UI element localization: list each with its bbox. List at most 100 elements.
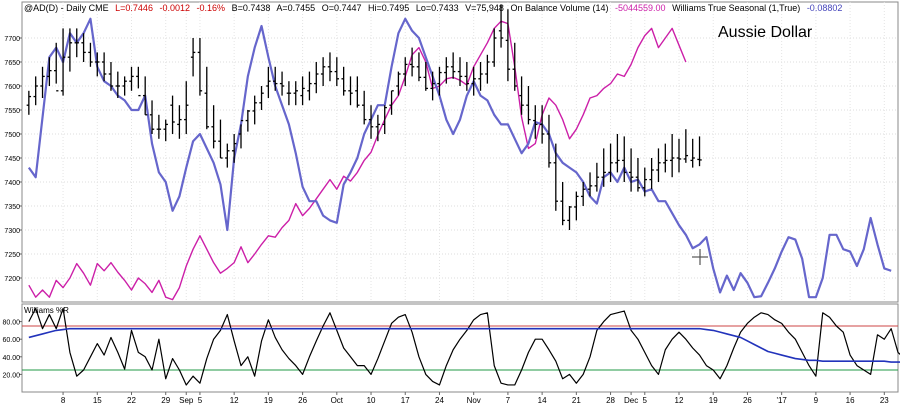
ohlc-bar	[259, 86, 264, 110]
ohlc-bar	[546, 114, 552, 168]
ohlc-bar	[33, 76, 38, 106]
ohlc-bar	[615, 134, 620, 173]
header-ask: A=0.7455	[276, 3, 315, 13]
ohlc-bar	[26, 90, 32, 115]
crosshair-cursor-icon	[692, 249, 708, 265]
ohlc-bar	[184, 81, 189, 134]
x-tick-label: 7	[506, 396, 511, 405]
ohlc-bar	[245, 110, 251, 132]
ohlc-bar	[355, 76, 360, 108]
ohlc-bar	[361, 90, 367, 125]
header-bid: B=0.7438	[232, 3, 271, 13]
x-tick-label: 12	[230, 396, 239, 405]
ohlc-bar	[129, 66, 134, 91]
x-tick-label: Sep	[179, 396, 194, 405]
ohlc-bar	[273, 66, 278, 91]
header-lo: Lo=0.7433	[416, 3, 459, 13]
ohlc-bar	[122, 76, 127, 96]
header-symbol: @AD(D) - Daily CME	[24, 3, 109, 13]
ohlc-bar	[498, 4, 504, 48]
y-tick-label: 80.00	[2, 320, 20, 327]
ohlc-bar	[519, 76, 524, 115]
williams-r-line	[28, 307, 900, 386]
ohlc-bar	[382, 105, 387, 134]
ohlc-bar	[628, 148, 634, 192]
ohlc-bar	[485, 54, 490, 84]
header-last: L=0.7446	[115, 3, 153, 13]
ohlc-bar	[95, 52, 100, 77]
y-tick-label: 7250	[4, 252, 20, 259]
y-tick-label: 7200	[4, 276, 20, 283]
ohlc-bar	[649, 158, 654, 190]
ohlc-bar	[266, 66, 271, 98]
williams-r-ma-line	[28, 327, 900, 363]
ohlc-bar	[396, 71, 401, 96]
ohlc-bar	[587, 172, 593, 197]
x-tick-label: 5	[643, 396, 648, 405]
ohlc-bar	[218, 119, 223, 159]
ohlc-bar	[669, 134, 675, 178]
ohlc-bar	[622, 136, 627, 182]
ohlc-bar	[533, 105, 538, 139]
header-change-pct: -0.16%	[197, 3, 226, 13]
ohlc-bar	[505, 9, 511, 82]
x-tick-label: 10	[367, 396, 376, 405]
ohlc-bar	[580, 182, 586, 206]
ohlc-bar	[67, 28, 73, 72]
ohlc-bar	[601, 148, 606, 187]
ohlc-bar	[574, 191, 579, 221]
ohlc-bar	[444, 57, 449, 84]
ohlc-bar	[334, 57, 340, 86]
y-tick-label: 7400	[4, 180, 20, 187]
x-tick-label: Dec	[624, 396, 638, 405]
header-obv-label: On Balance Volume (14)	[510, 3, 608, 13]
y-tick-label: 7550	[4, 108, 20, 115]
ohlc-bar	[437, 66, 442, 96]
y-tick-label: 20.00	[2, 372, 20, 379]
ohlc-bar	[293, 81, 298, 106]
ohlc-bar	[663, 143, 668, 173]
ohlc-bar	[464, 62, 470, 91]
x-tick-label: 23	[880, 396, 889, 405]
ohlc-bar	[231, 134, 237, 163]
ohlc-bar	[416, 52, 422, 82]
ohlc-bar	[656, 148, 661, 182]
y-tick-label: 7600	[4, 84, 20, 91]
x-tick-label: 22	[127, 396, 136, 405]
x-tick-label: Nov	[467, 396, 481, 405]
ohlc-bar	[300, 76, 305, 106]
ohlc-bar	[170, 95, 175, 134]
header-wts-value: -0.08802	[807, 3, 843, 13]
header-hi: Hi=0.7495	[368, 3, 409, 13]
x-tick-label: 29	[161, 396, 170, 405]
ohlc-bar	[608, 143, 613, 182]
y-tick-label: 60.00	[2, 337, 20, 344]
x-tick-label: 28	[606, 396, 615, 405]
x-tick-label: 9	[814, 396, 819, 405]
x-tick-label: '17	[776, 396, 787, 405]
header-open: O=0.7447	[322, 3, 362, 13]
obv-line	[28, 20, 687, 301]
ohlc-bar	[54, 42, 59, 92]
y-tick-label: 7450	[4, 156, 20, 163]
x-tick-label: 8	[61, 396, 66, 405]
header-change: -0.0012	[159, 3, 190, 13]
ohlc-bar	[238, 119, 244, 149]
x-tick-label: 19	[264, 396, 273, 405]
x-tick-label: Oct	[331, 396, 344, 405]
seasonal-line	[27, 17, 892, 299]
ohlc-bar	[642, 167, 647, 197]
x-tick-label: 19	[709, 396, 718, 405]
ohlc-bar	[286, 81, 292, 106]
ohlc-bar	[47, 57, 52, 86]
ohlc-bar	[190, 38, 196, 77]
x-tick-label: 17	[401, 396, 410, 405]
ohlc-bar	[560, 182, 565, 226]
y-tick-label: 7500	[4, 132, 20, 139]
ohlc-bar	[177, 105, 182, 139]
y-tick-label: 7650	[4, 60, 20, 67]
header-line: @AD(D) - Daily CME L=0.7446 -0.0012 -0.1…	[24, 3, 842, 13]
ohlc-bar	[101, 52, 107, 82]
